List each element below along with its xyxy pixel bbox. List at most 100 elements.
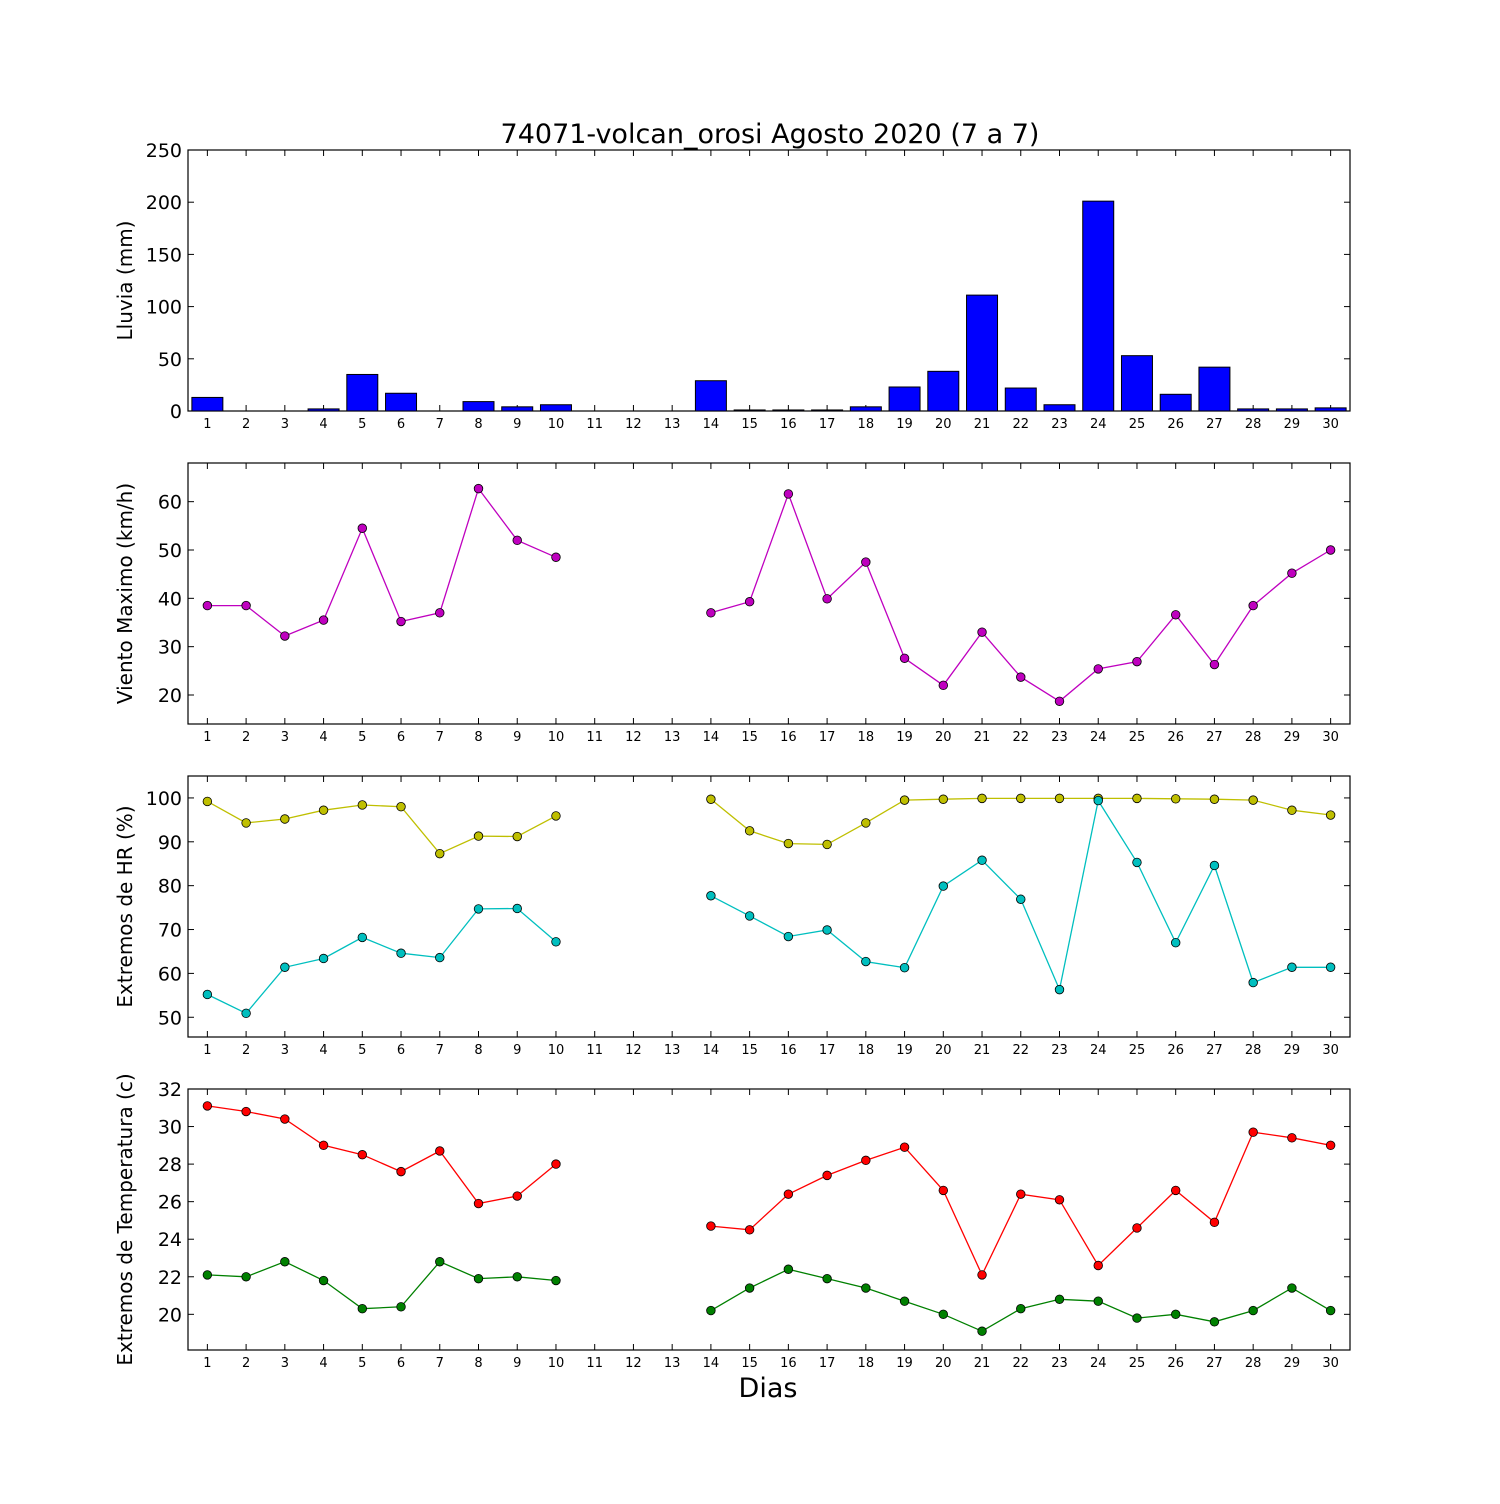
y-tick-label: 150 bbox=[146, 244, 182, 266]
x-tick-label: 22 bbox=[1012, 730, 1029, 745]
x-tick-label: 7 bbox=[436, 417, 444, 432]
data-point bbox=[1054, 984, 1065, 995]
x-tick-label: 17 bbox=[819, 730, 836, 745]
x-tick-label: 3 bbox=[281, 417, 289, 432]
x-tick-label: 13 bbox=[664, 730, 681, 745]
x-tick-label: 30 bbox=[1322, 730, 1339, 745]
rain-bar bbox=[1314, 407, 1347, 412]
x-tick-label: 17 bbox=[819, 417, 836, 432]
y-tick-label: 50 bbox=[158, 1007, 182, 1029]
x-tick-label: 16 bbox=[780, 1356, 797, 1371]
data-point bbox=[318, 953, 329, 964]
x-tick-label: 7 bbox=[436, 1043, 444, 1058]
data-point bbox=[396, 616, 406, 627]
data-point bbox=[1132, 857, 1142, 868]
x-tick-label: 13 bbox=[664, 1043, 681, 1058]
data-point bbox=[280, 631, 290, 641]
data-point bbox=[1209, 794, 1220, 804]
x-tick-label: 26 bbox=[1167, 730, 1184, 745]
x-tick-label: 26 bbox=[1167, 417, 1184, 432]
data-point bbox=[783, 931, 794, 942]
data-point bbox=[783, 838, 794, 849]
rain-bar bbox=[1237, 408, 1270, 412]
rain-bar bbox=[1004, 387, 1037, 412]
data-point bbox=[280, 962, 290, 972]
data-point bbox=[1248, 600, 1258, 611]
x-tick-label: 28 bbox=[1245, 1043, 1262, 1058]
x-tick-label: 11 bbox=[586, 1356, 603, 1371]
x-tick-label: 24 bbox=[1090, 730, 1107, 745]
data-point bbox=[241, 1008, 251, 1019]
rain-bar bbox=[694, 380, 727, 412]
data-point bbox=[977, 855, 987, 865]
data-point bbox=[938, 1185, 949, 1196]
x-tick-label: 23 bbox=[1051, 1356, 1068, 1371]
x-tick-label: 10 bbox=[548, 417, 565, 432]
data-point bbox=[512, 1191, 522, 1201]
data-point bbox=[202, 796, 213, 807]
x-tick-label: 22 bbox=[1012, 1043, 1029, 1058]
x-tick-label: 20 bbox=[935, 1356, 952, 1371]
data-point bbox=[1325, 1140, 1336, 1151]
x-tick-label: 28 bbox=[1245, 730, 1262, 745]
rain-bar bbox=[1120, 355, 1153, 412]
x-tick-label: 3 bbox=[281, 1356, 289, 1371]
x-tick-label: 18 bbox=[858, 1356, 875, 1371]
x-tick-label: 4 bbox=[319, 730, 327, 745]
rain-bar bbox=[772, 409, 805, 412]
x-tick-label: 20 bbox=[935, 730, 952, 745]
x-tick-label: 27 bbox=[1206, 1043, 1223, 1058]
x-tick-label: 21 bbox=[974, 730, 991, 745]
x-tick-label: 25 bbox=[1129, 1043, 1146, 1058]
x-tick-label: 9 bbox=[513, 1356, 521, 1371]
data-point bbox=[1325, 545, 1336, 555]
data-point bbox=[473, 904, 484, 914]
data-point bbox=[861, 557, 871, 567]
x-tick-label: 3 bbox=[281, 1043, 289, 1058]
data-point bbox=[899, 962, 910, 973]
data-point bbox=[357, 1303, 368, 1314]
rain-bar bbox=[462, 401, 495, 412]
x-tick-label: 30 bbox=[1322, 1356, 1339, 1371]
x-tick-label: 10 bbox=[548, 1043, 565, 1058]
data-point bbox=[1325, 962, 1336, 972]
x-tick-label: 27 bbox=[1206, 1356, 1223, 1371]
x-tick-label: 15 bbox=[741, 730, 758, 745]
data-point bbox=[396, 1302, 406, 1312]
x-tick-label: 19 bbox=[896, 1356, 913, 1371]
data-point bbox=[706, 891, 716, 901]
rain-bar bbox=[191, 396, 224, 412]
data-point bbox=[899, 795, 910, 805]
x-tick-label: 7 bbox=[436, 730, 444, 745]
x-tick-label: 20 bbox=[935, 417, 952, 432]
data-point bbox=[1287, 1133, 1297, 1143]
data-point bbox=[744, 911, 755, 921]
y-tick-label: 250 bbox=[146, 140, 182, 162]
data-point bbox=[357, 1150, 368, 1160]
x-tick-label: 1 bbox=[203, 1356, 211, 1371]
y-tick-label: 24 bbox=[158, 1229, 182, 1251]
data-point bbox=[435, 1257, 445, 1267]
data-point bbox=[1054, 793, 1065, 804]
x-tick-label: 5 bbox=[358, 730, 366, 745]
data-point bbox=[822, 594, 832, 604]
x-tick-label: 11 bbox=[586, 417, 603, 432]
x-tick-label: 22 bbox=[1012, 1356, 1029, 1371]
y-axis-label: Extremos de Temperatura (c) bbox=[113, 1073, 137, 1365]
data-point bbox=[512, 1272, 522, 1282]
data-point bbox=[744, 597, 755, 607]
x-tick-label: 23 bbox=[1051, 730, 1068, 745]
data-point bbox=[861, 1155, 871, 1166]
x-tick-label: 16 bbox=[780, 1043, 797, 1058]
rain-bar bbox=[385, 392, 418, 412]
data-point bbox=[1016, 894, 1026, 904]
data-point bbox=[1054, 1294, 1065, 1305]
data-point bbox=[938, 881, 949, 891]
data-point bbox=[435, 608, 445, 618]
x-tick-label: 8 bbox=[474, 730, 482, 745]
